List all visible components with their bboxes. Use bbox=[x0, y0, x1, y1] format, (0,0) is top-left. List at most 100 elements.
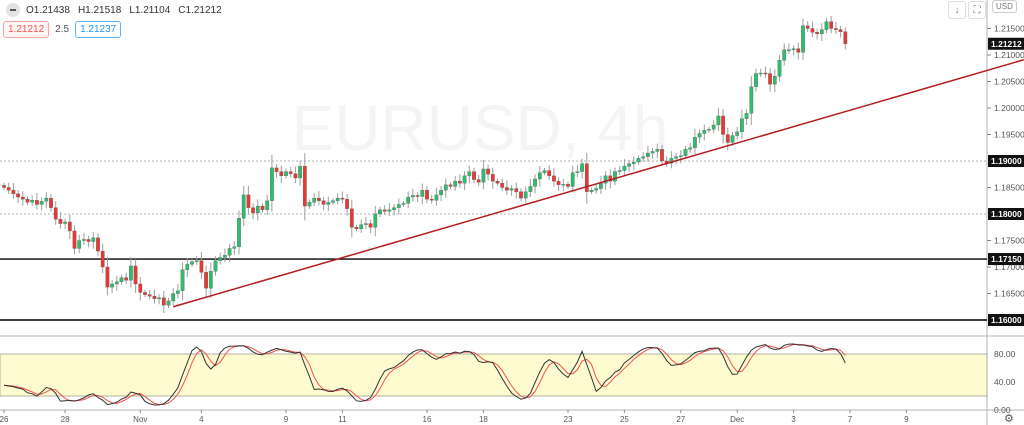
candle-bullish bbox=[213, 260, 218, 272]
candle-bearish bbox=[584, 163, 589, 192]
candle-bullish bbox=[735, 131, 740, 136]
sell-button[interactable]: 1.21212 bbox=[3, 21, 50, 38]
candle-bearish bbox=[349, 208, 354, 228]
candle-bullish bbox=[114, 281, 119, 285]
scroll-to-latest-button[interactable]: ↓ bbox=[948, 1, 966, 19]
level-price-label-box bbox=[988, 155, 1024, 167]
candle-bearish bbox=[251, 207, 255, 214]
candle-bullish bbox=[683, 149, 688, 156]
watermark: EURUSD, 4h bbox=[292, 92, 669, 164]
candle-bullish bbox=[434, 194, 439, 201]
candle-bullish bbox=[697, 133, 702, 138]
candle-bullish bbox=[44, 197, 49, 202]
arrow-down-icon: ↓ bbox=[954, 4, 960, 16]
price-tick-label: 1.21000 bbox=[994, 50, 1024, 60]
candle-bearish bbox=[608, 175, 613, 182]
candle-bullish bbox=[740, 118, 744, 132]
currency-badge[interactable]: USD bbox=[992, 0, 1017, 13]
candle-bullish bbox=[533, 178, 537, 187]
candle-bearish bbox=[514, 188, 519, 192]
candle-bearish bbox=[49, 197, 53, 208]
candle-bearish bbox=[16, 193, 20, 198]
candle-bearish bbox=[768, 73, 772, 85]
candle-bearish bbox=[490, 174, 495, 182]
candle-bullish bbox=[180, 269, 185, 291]
candle-bullish bbox=[232, 246, 237, 249]
candle-bullish bbox=[467, 171, 472, 176]
candle-bearish bbox=[321, 200, 326, 205]
candle-bullish bbox=[617, 170, 622, 172]
candle-bearish bbox=[547, 170, 552, 176]
candle-bullish bbox=[443, 184, 448, 191]
low-value: L1.21104 bbox=[129, 4, 171, 16]
candle-bearish bbox=[566, 184, 570, 187]
candle-bearish bbox=[274, 167, 279, 172]
candle-bearish bbox=[763, 72, 768, 75]
candle-bullish bbox=[669, 158, 674, 164]
candle-bearish bbox=[100, 250, 105, 268]
candle-bullish bbox=[754, 73, 758, 87]
candle-bearish bbox=[556, 180, 561, 185]
candle-bullish bbox=[218, 257, 223, 261]
candle-bullish bbox=[406, 196, 411, 204]
candle-bearish bbox=[293, 173, 298, 179]
candle-bearish bbox=[448, 184, 453, 187]
buy-button[interactable]: 1.21237 bbox=[75, 21, 122, 38]
close-value: C1.21212 bbox=[178, 4, 222, 16]
candle-bearish bbox=[138, 283, 143, 293]
candle-bearish bbox=[35, 200, 39, 205]
candle-bullish bbox=[589, 189, 594, 192]
stochastic-band bbox=[0, 353, 988, 397]
candle-bullish bbox=[711, 124, 716, 130]
fullscreen-button[interactable]: ⛶ bbox=[968, 1, 986, 19]
candle-bullish bbox=[312, 197, 317, 203]
candle-bearish bbox=[725, 134, 730, 143]
candle-bearish bbox=[429, 199, 434, 201]
level-price-label: 1.19000 bbox=[991, 156, 1022, 166]
candle-bearish bbox=[152, 295, 157, 299]
candle-bearish bbox=[354, 227, 359, 229]
candle-bearish bbox=[288, 171, 293, 174]
candle-bullish bbox=[265, 200, 270, 210]
time-tick-label: 27 bbox=[676, 415, 685, 424]
candle-bullish bbox=[392, 207, 396, 210]
candle-bearish bbox=[500, 183, 505, 188]
candle-bullish bbox=[157, 297, 161, 299]
collapse-icon[interactable] bbox=[6, 3, 20, 17]
candle-bullish bbox=[580, 163, 584, 172]
candle-bearish bbox=[834, 28, 838, 30]
candle-bullish bbox=[641, 156, 646, 159]
candle-bullish bbox=[603, 175, 608, 184]
candle-bullish bbox=[129, 265, 133, 281]
candle-bearish bbox=[721, 115, 725, 135]
time-tick-label: 9 bbox=[904, 415, 909, 424]
candle-bearish bbox=[260, 205, 265, 210]
candle-bearish bbox=[829, 21, 834, 29]
candle-bearish bbox=[415, 195, 420, 197]
candle-bearish bbox=[345, 199, 349, 209]
candle-bearish bbox=[476, 179, 481, 183]
candle-bearish bbox=[340, 197, 345, 200]
candle-bullish bbox=[655, 149, 660, 152]
candle-bullish bbox=[378, 209, 382, 215]
candle-bullish bbox=[30, 200, 35, 203]
candle-bullish bbox=[622, 166, 627, 171]
candle-bullish bbox=[364, 223, 368, 225]
candle-bullish bbox=[171, 293, 176, 302]
price-tick-label: 1.16500 bbox=[994, 289, 1024, 299]
settings-gear-icon[interactable]: ⚙ bbox=[1004, 413, 1014, 425]
candle-bullish bbox=[744, 113, 749, 119]
current-price-label: 1.21212 bbox=[991, 39, 1022, 49]
candle-bearish bbox=[815, 32, 819, 34]
candle-bearish bbox=[486, 168, 490, 175]
candle-bullish bbox=[284, 171, 288, 176]
time-tick-label: Dec bbox=[730, 415, 744, 424]
candle-bullish bbox=[693, 136, 697, 148]
candle-bullish bbox=[594, 188, 599, 191]
stoch-tick-label: 80.00 bbox=[994, 349, 1016, 359]
candle-bearish bbox=[805, 25, 810, 29]
price-tick-label: 1.20500 bbox=[994, 77, 1024, 87]
candle-bearish bbox=[199, 260, 204, 273]
candle-bullish bbox=[787, 49, 791, 51]
